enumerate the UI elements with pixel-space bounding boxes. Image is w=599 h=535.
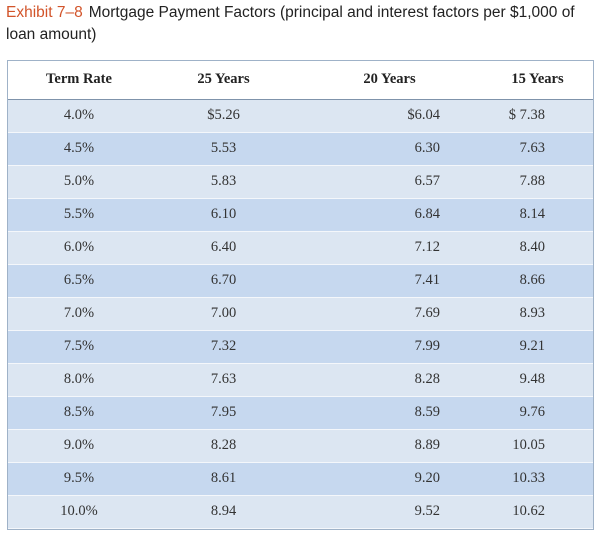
cell-20-years: 6.57 xyxy=(297,165,482,199)
cell-20-years: 7.41 xyxy=(297,264,482,298)
cell-term-rate: 7.5% xyxy=(8,330,150,364)
cell-25-years: 7.00 xyxy=(150,297,297,331)
cell-25-years: 7.32 xyxy=(150,330,297,364)
cell-term-rate: 8.5% xyxy=(8,396,150,430)
table-header: Term Rate 25 Years 20 Years 15 Years xyxy=(8,61,593,100)
cell-20-years: $6.04 xyxy=(297,99,482,133)
cell-20-years: 6.84 xyxy=(297,198,482,232)
exhibit-caption: Exhibit 7–8 Mortgage Payment Factors (pri… xyxy=(6,2,594,46)
cell-25-years: 6.40 xyxy=(150,231,297,265)
cell-15-years: 9.21 xyxy=(482,330,593,364)
table-row: 7.5% 7.32 7.99 9.21 xyxy=(8,330,593,364)
cell-15-years: 8.40 xyxy=(482,231,593,265)
cell-term-rate: 6.0% xyxy=(8,231,150,265)
table-row: 6.0% 6.40 7.12 8.40 xyxy=(8,231,593,265)
cell-term-rate: 6.5% xyxy=(8,264,150,298)
cell-20-years: 9.52 xyxy=(297,495,482,529)
cell-25-years: 8.61 xyxy=(150,462,297,496)
table-row: 4.0% $5.26 $6.04 $ 7.38 xyxy=(8,99,593,133)
cell-15-years: 10.33 xyxy=(482,462,593,496)
cell-term-rate: 4.0% xyxy=(8,99,150,133)
cell-20-years: 7.12 xyxy=(297,231,482,265)
cell-15-years: 7.63 xyxy=(482,132,593,166)
column-header-15-years: 15 Years xyxy=(482,61,593,100)
cell-15-years: 9.48 xyxy=(482,363,593,397)
table-row: 9.5% 8.61 9.20 10.33 xyxy=(8,462,593,496)
cell-20-years: 8.28 xyxy=(297,363,482,397)
cell-15-years: 10.62 xyxy=(482,495,593,529)
cell-25-years: 5.53 xyxy=(150,132,297,166)
exhibit-title: Mortgage Payment Factors (principal and … xyxy=(6,4,575,43)
cell-25-years: 8.94 xyxy=(150,495,297,529)
cell-20-years: 7.99 xyxy=(297,330,482,364)
cell-25-years: 6.10 xyxy=(150,198,297,232)
cell-20-years: 8.59 xyxy=(297,396,482,430)
table-row: 10.0% 8.94 9.52 10.62 xyxy=(8,495,593,529)
cell-15-years: 7.88 xyxy=(482,165,593,199)
cell-25-years: $5.26 xyxy=(150,99,297,133)
table-row: 8.5% 7.95 8.59 9.76 xyxy=(8,396,593,430)
cell-15-years: 8.66 xyxy=(482,264,593,298)
cell-15-years: 9.76 xyxy=(482,396,593,430)
cell-15-years: $ 7.38 xyxy=(482,99,593,133)
cell-20-years: 6.30 xyxy=(297,132,482,166)
cell-20-years: 9.20 xyxy=(297,462,482,496)
column-header-term-rate: Term Rate xyxy=(8,61,150,100)
cell-15-years: 8.93 xyxy=(482,297,593,331)
header-row: Term Rate 25 Years 20 Years 15 Years xyxy=(8,61,593,100)
mortgage-factors-table: Term Rate 25 Years 20 Years 15 Years 4.0… xyxy=(8,61,593,529)
column-header-25-years: 25 Years xyxy=(150,61,297,100)
cell-term-rate: 5.0% xyxy=(8,165,150,199)
cell-20-years: 8.89 xyxy=(297,429,482,463)
table-row: 4.5% 5.53 6.30 7.63 xyxy=(8,132,593,166)
cell-25-years: 8.28 xyxy=(150,429,297,463)
cell-25-years: 6.70 xyxy=(150,264,297,298)
cell-20-years: 7.69 xyxy=(297,297,482,331)
table-row: 5.0% 5.83 6.57 7.88 xyxy=(8,165,593,199)
cell-term-rate: 8.0% xyxy=(8,363,150,397)
table-body: 4.0% $5.26 $6.04 $ 7.38 4.5% 5.53 6.30 7.63 5.0%… xyxy=(8,99,593,529)
cell-term-rate: 10.0% xyxy=(8,495,150,529)
cell-term-rate: 9.5% xyxy=(8,462,150,496)
cell-term-rate: 4.5% xyxy=(8,132,150,166)
cell-term-rate: 5.5% xyxy=(8,198,150,232)
cell-term-rate: 7.0% xyxy=(8,297,150,331)
cell-term-rate: 9.0% xyxy=(8,429,150,463)
cell-25-years: 7.63 xyxy=(150,363,297,397)
column-header-20-years: 20 Years xyxy=(297,61,482,100)
mortgage-factors-table-container: Term Rate 25 Years 20 Years 15 Years 4.0… xyxy=(7,60,594,530)
exhibit-label: Exhibit 7–8 xyxy=(6,4,83,21)
table-row: 7.0% 7.00 7.69 8.93 xyxy=(8,297,593,331)
cell-15-years: 8.14 xyxy=(482,198,593,232)
cell-15-years: 10.05 xyxy=(482,429,593,463)
cell-25-years: 5.83 xyxy=(150,165,297,199)
table-row: 8.0% 7.63 8.28 9.48 xyxy=(8,363,593,397)
table-row: 5.5% 6.10 6.84 8.14 xyxy=(8,198,593,232)
table-row: 6.5% 6.70 7.41 8.66 xyxy=(8,264,593,298)
cell-25-years: 7.95 xyxy=(150,396,297,430)
table-row: 9.0% 8.28 8.89 10.05 xyxy=(8,429,593,463)
